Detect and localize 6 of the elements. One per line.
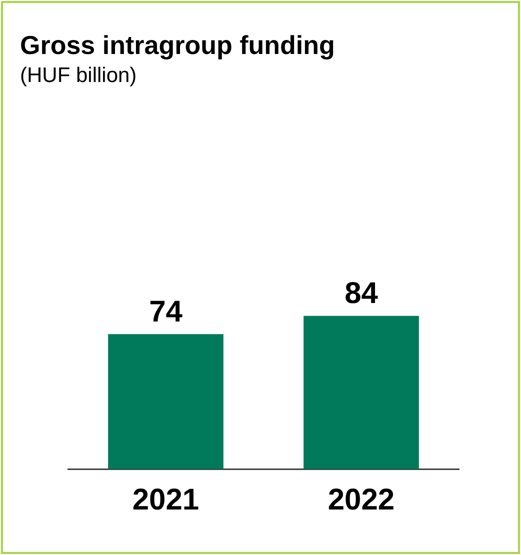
chart-subtitle: (HUF billion) <box>20 64 137 88</box>
data-label: 84 <box>344 277 378 310</box>
data-label: 74 <box>149 295 183 328</box>
chart-title: Gross intragroup funding <box>20 30 335 61</box>
x-tick-label: 2022 <box>328 483 395 516</box>
x-tick-label: 2021 <box>132 483 200 516</box>
